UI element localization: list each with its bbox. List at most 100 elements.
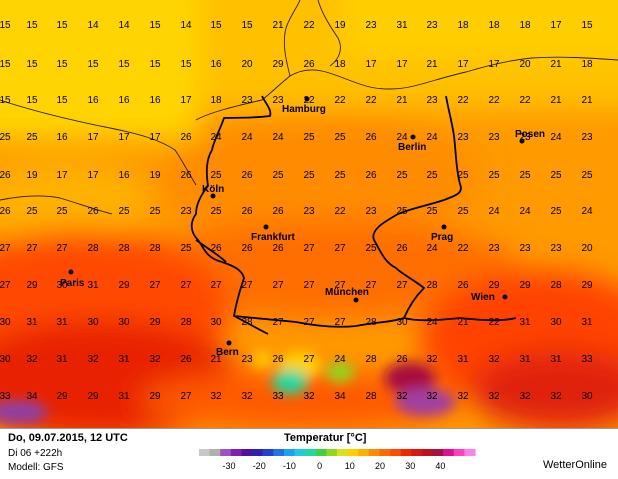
- temperature-value: 24: [426, 243, 438, 254]
- temperature-value: 21: [550, 59, 562, 70]
- temperature-value: 23: [303, 206, 315, 217]
- temperature-value: 25: [519, 170, 531, 181]
- temperature-value: 24: [550, 132, 562, 143]
- temperature-value: 29: [581, 280, 593, 291]
- temperature-value: 24: [241, 132, 253, 143]
- temperature-value: 33: [581, 354, 593, 365]
- legend-swatch: [400, 449, 412, 456]
- temperature-value: 27: [303, 280, 315, 291]
- legend-swatch: [273, 449, 285, 456]
- temperature-value: 26: [180, 170, 192, 181]
- temperature-value: 23: [488, 132, 500, 143]
- temperature-value: 27: [0, 280, 11, 291]
- temperature-value: 32: [210, 391, 222, 402]
- temperature-value: 27: [180, 280, 192, 291]
- temperature-value: 23: [581, 132, 593, 143]
- temperature-value: 14: [180, 20, 192, 31]
- temperature-value: 32: [426, 354, 438, 365]
- city-label: Hamburg: [282, 104, 326, 115]
- temperature-value: 15: [56, 95, 68, 106]
- temperature-value: 28: [365, 354, 377, 365]
- temperature-value: 31: [26, 317, 38, 328]
- temperature-value: 15: [210, 20, 222, 31]
- temperature-value: 22: [365, 95, 377, 106]
- temperature-value: 16: [56, 132, 68, 143]
- temperature-value: 29: [118, 280, 130, 291]
- temperature-value: 30: [0, 317, 11, 328]
- legend-swatch: [283, 449, 296, 456]
- city-dot: [226, 340, 232, 346]
- temperature-value: 25: [26, 206, 38, 217]
- temperature-value: 25: [180, 243, 192, 254]
- temperature-value: 26: [180, 132, 192, 143]
- temperature-value: 17: [87, 132, 99, 143]
- temperature-value: 27: [396, 280, 408, 291]
- temperature-value: 25: [210, 206, 222, 217]
- temperature-value: 33: [0, 391, 11, 402]
- temperature-value: 28: [118, 243, 130, 254]
- legend-swatch: [305, 449, 317, 456]
- temperature-value: 31: [56, 317, 68, 328]
- temperature-value: 27: [0, 243, 11, 254]
- city-dot: [441, 224, 447, 230]
- city-dot: [304, 96, 310, 102]
- temperature-value: 17: [56, 170, 68, 181]
- temperature-value: 23: [457, 132, 469, 143]
- temperature-value: 23: [519, 243, 531, 254]
- temperature-value: 25: [303, 132, 315, 143]
- temperature-value: 32: [426, 391, 438, 402]
- temperature-value: 21: [396, 95, 408, 106]
- legend-swatch: [199, 449, 211, 456]
- temperature-value: 31: [457, 354, 469, 365]
- temperature-value: 16: [118, 170, 130, 181]
- temperature-value: 26: [241, 243, 253, 254]
- temperature-value: 25: [550, 206, 562, 217]
- legend-swatch: [432, 449, 444, 456]
- temperature-value: 30: [581, 391, 593, 402]
- temperature-value: 16: [118, 95, 130, 106]
- temperature-value: 15: [26, 20, 38, 31]
- temperature-value: 26: [87, 206, 99, 217]
- temperature-value: 25: [56, 206, 68, 217]
- temperature-value: 33: [272, 391, 284, 402]
- temperature-value: 30: [0, 354, 11, 365]
- temperature-value: 29: [149, 391, 161, 402]
- temperature-value: 25: [272, 170, 284, 181]
- temperature-value: 20: [581, 243, 593, 254]
- temperature-value: 32: [87, 354, 99, 365]
- temperature-value: 27: [303, 317, 315, 328]
- temperature-value: 24: [426, 317, 438, 328]
- temperature-value: 30: [56, 280, 68, 291]
- temperature-value: 21: [210, 354, 222, 365]
- legend-swatch: [209, 449, 221, 456]
- temperature-value: 18: [334, 59, 346, 70]
- temperature-value: 24: [396, 132, 408, 143]
- temperature-value: 15: [87, 59, 99, 70]
- temperature-value: 30: [210, 317, 222, 328]
- temperature-value: 34: [334, 391, 346, 402]
- temperature-value: 31: [118, 354, 130, 365]
- temperature-value: 26: [272, 243, 284, 254]
- forecast-date: Do, 09.07.2015, 12 UTC: [8, 432, 128, 444]
- temperature-value: 30: [87, 317, 99, 328]
- temperature-value: 25: [488, 170, 500, 181]
- temperature-value: 23: [365, 20, 377, 31]
- legend-ticks: -30 -20 -10 0 10 20 30 40: [222, 461, 445, 471]
- legend-swatch: [358, 449, 370, 456]
- temperature-value: 28: [241, 317, 253, 328]
- temperature-value: 15: [581, 20, 593, 31]
- temperature-value: 15: [118, 59, 130, 70]
- temperature-value: 18: [210, 95, 222, 106]
- legend-tick: 0: [317, 461, 322, 471]
- temperature-value: 22: [334, 206, 346, 217]
- temperature-value: 23: [272, 95, 284, 106]
- temperature-value: 27: [210, 280, 222, 291]
- temperature-value: 26: [272, 206, 284, 217]
- temperature-value: 22: [519, 95, 531, 106]
- temperature-value: 25: [550, 170, 562, 181]
- city-label: München: [325, 287, 369, 298]
- temperature-value: 21: [550, 95, 562, 106]
- legend-swatch: [390, 449, 402, 456]
- temperature-value: 32: [241, 391, 253, 402]
- legend-swatch: [262, 449, 274, 456]
